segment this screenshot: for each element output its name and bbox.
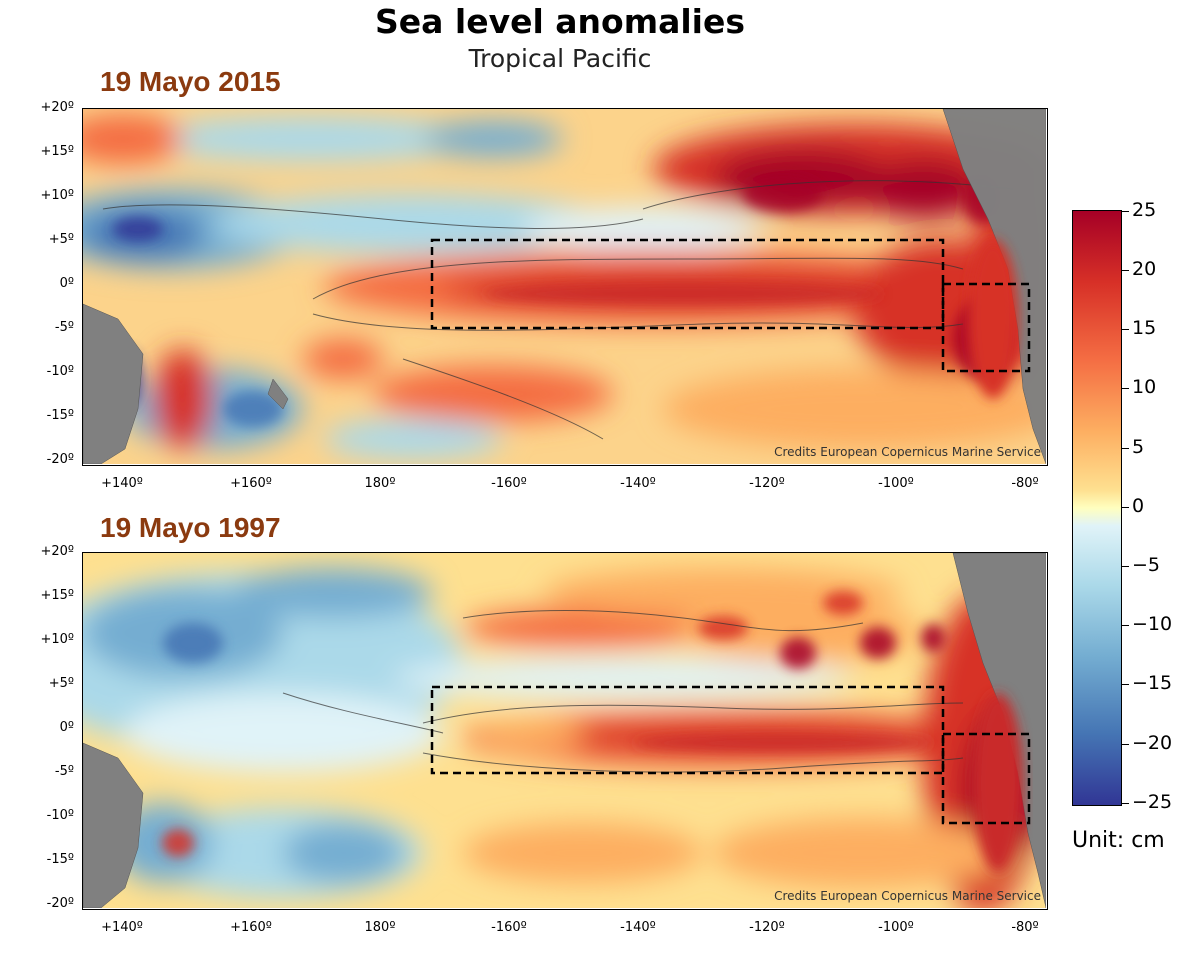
lon-label: 180º bbox=[364, 920, 396, 935]
colorbar-label: −10 bbox=[1132, 613, 1173, 635]
map-panel-2015: Credits European Copernicus Marine Servi… bbox=[20, 96, 1060, 536]
lat-label: +10º bbox=[40, 188, 74, 203]
lat-label: +15º bbox=[40, 144, 74, 159]
colorbar-tick bbox=[1121, 329, 1129, 330]
date-label-2015: 19 Mayo 2015 bbox=[100, 66, 281, 97]
lat-label: 0º bbox=[59, 276, 74, 291]
sea-level-map-2015-svg bbox=[83, 109, 1046, 464]
lon-label: -160º bbox=[491, 476, 527, 491]
lat-label: +5º bbox=[48, 232, 74, 247]
lat-label: 0º bbox=[59, 720, 74, 735]
lat-label: -5º bbox=[54, 320, 74, 335]
map-panel-1997: Credits European Copernicus Marine Servi… bbox=[20, 540, 1060, 980]
colorbar-tick bbox=[1121, 270, 1129, 271]
colorbar-label: −20 bbox=[1132, 732, 1173, 754]
colorbar-label: 25 bbox=[1132, 199, 1157, 221]
colorbar-label: 20 bbox=[1132, 258, 1157, 280]
lat-label: -15º bbox=[46, 852, 74, 867]
colorbar-tick bbox=[1121, 744, 1129, 745]
lon-label: -160º bbox=[491, 920, 527, 935]
colorbar-tick bbox=[1121, 566, 1129, 567]
lat-label: -5º bbox=[54, 764, 74, 779]
credits-text-1997: Credits European Copernicus Marine Servi… bbox=[774, 889, 1041, 903]
land-mass bbox=[83, 109, 1046, 464]
lon-label: -140º bbox=[620, 920, 656, 935]
colorbar-label: 10 bbox=[1132, 376, 1157, 398]
lon-label: -80º bbox=[1011, 476, 1039, 491]
lat-label: -20º bbox=[46, 452, 74, 467]
colorbar-tick bbox=[1121, 388, 1129, 389]
lon-label: -120º bbox=[749, 920, 785, 935]
colorbar bbox=[1072, 210, 1122, 806]
land-mass bbox=[83, 553, 1046, 908]
lon-label: -100º bbox=[878, 920, 914, 935]
nino34-box bbox=[430, 685, 945, 775]
colorbar-tick bbox=[1121, 625, 1129, 626]
sea-level-map-1997: Credits European Copernicus Marine Servi… bbox=[82, 552, 1048, 910]
lon-label: -120º bbox=[749, 476, 785, 491]
lon-label: +140º bbox=[101, 476, 143, 491]
colorbar-tick bbox=[1121, 684, 1129, 685]
chart-title: Sea level anomalies bbox=[374, 2, 746, 41]
unit-label: Unit: cm bbox=[1072, 828, 1165, 853]
colorbar-tick bbox=[1121, 448, 1129, 449]
lon-label: +160º bbox=[230, 920, 272, 935]
colorbar-label: 15 bbox=[1132, 317, 1157, 339]
nino12-box bbox=[941, 282, 1031, 373]
colorbar-tick bbox=[1121, 211, 1129, 212]
lat-label: -20º bbox=[46, 896, 74, 911]
lon-label: 180º bbox=[364, 476, 396, 491]
lon-label: +160º bbox=[230, 476, 272, 491]
credits-text-2015: Credits European Copernicus Marine Servi… bbox=[774, 445, 1041, 459]
lon-label: -100º bbox=[878, 476, 914, 491]
colorbar-label: −15 bbox=[1132, 672, 1173, 694]
chart-subtitle: Tropical Pacific bbox=[468, 44, 652, 73]
colorbar-label: −5 bbox=[1132, 554, 1161, 576]
lat-label: -15º bbox=[46, 408, 74, 423]
lon-label: -140º bbox=[620, 476, 656, 491]
lat-label: +5º bbox=[48, 676, 74, 691]
colorbar-label: 0 bbox=[1132, 495, 1145, 517]
colorbar-tick bbox=[1121, 507, 1129, 508]
sea-level-map-1997-svg bbox=[83, 553, 1046, 908]
lat-label: -10º bbox=[46, 364, 74, 379]
lat-label: +20º bbox=[40, 544, 74, 559]
sea-level-map-2015: Credits European Copernicus Marine Servi… bbox=[82, 108, 1048, 466]
colorbar-label: 5 bbox=[1132, 436, 1145, 458]
lon-label: -80º bbox=[1011, 920, 1039, 935]
colorbar-label: −25 bbox=[1132, 791, 1173, 813]
nino12-box bbox=[941, 732, 1031, 825]
highlight-boxes bbox=[430, 238, 1031, 373]
lat-label: -10º bbox=[46, 808, 74, 823]
lat-label: +10º bbox=[40, 632, 74, 647]
highlight-boxes bbox=[430, 685, 1031, 825]
colorbar-tick bbox=[1121, 803, 1129, 804]
lon-label: +140º bbox=[101, 920, 143, 935]
lat-label: +15º bbox=[40, 588, 74, 603]
date-label-1997: 19 Mayo 1997 bbox=[100, 512, 281, 543]
lat-label: +20º bbox=[40, 100, 74, 115]
